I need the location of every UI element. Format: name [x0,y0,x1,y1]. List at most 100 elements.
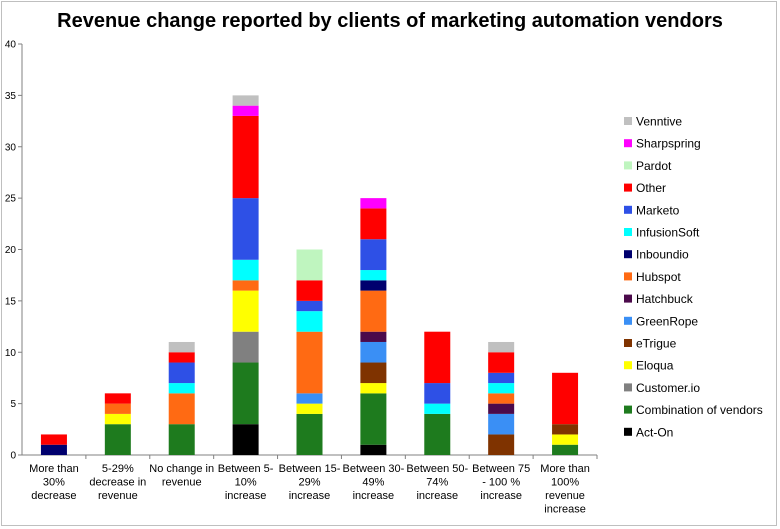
x-category-label: Between 30-49% increase [343,463,405,502]
bar-segment-marketo [488,372,515,384]
bar-segment-infusionsoft [168,383,195,394]
legend: Venntive Sharpspring Pardot Other Marketo Inf… [624,115,763,439]
bar-segment-other [232,115,259,199]
legend-swatch-etrigue [624,339,632,347]
legend-swatch-customer-io [624,383,632,392]
bar-segment-etrigue [552,424,579,435]
y-tick-label: 40 [5,40,17,51]
legend-swatch-pardot [624,161,632,170]
legend-label-customer-io: Customer.io [636,381,700,395]
legend-label-sharpspring: Sharpspring [636,137,701,151]
bar-segment-marketo [296,300,323,312]
bar-segment-act-on [360,444,387,455]
bar-segment-other [296,280,323,301]
bar-segment-other [168,352,195,363]
bar-segment-combination-of-vendors [296,413,323,455]
legend-label-infusionsoft: InfusionSoft [636,226,700,240]
x-category-label: More than 100% revenue increase [540,463,590,516]
bar-segment-combination-of-vendors [104,424,131,455]
legend-swatch-hubspot [624,272,632,281]
y-tick-label: 25 [5,194,17,205]
x-category-label: 5-29% decrease in revenue [89,463,146,502]
bar-segment-hubspot [168,393,195,425]
x-category-label: Between 50-74% increase [406,463,468,502]
bar-segment-inboundio [40,444,67,455]
bar-segment-eloqua [552,434,579,445]
x-category-label: Between 5-10% increase [218,463,274,502]
bar-segment-greenrope [360,341,387,363]
bar-segment-etrigue [488,434,515,455]
bar-segment-infusionsoft [488,383,515,394]
bar-segment-combination-of-vendors [168,424,195,455]
legend-label-inboundio: Inboundio [636,248,689,262]
legend-swatch-infusionsoft [624,228,632,236]
bar-segment-other [40,434,67,445]
bar-segment-marketo [232,198,259,260]
bar-segment-other [104,393,131,404]
bar-segment-other [424,331,451,384]
legend-label-hubspot: Hubspot [636,270,681,284]
bar-segment-eloqua [104,413,131,425]
bar-segment-infusionsoft [360,270,387,281]
x-category-label: Between 15-29% increase [279,463,341,502]
bar-segment-venntive [232,95,259,106]
bar-segment-sharpspring [232,105,259,116]
bar-segment-hatchbuck [488,403,515,414]
legend-swatch-venntive [624,117,632,125]
x-category-label: More than 30% decrease [29,463,79,502]
legend-label-hatchbuck: Hatchbuck [636,292,694,306]
bar-segment-pardot [296,249,323,281]
bar-segment-hubspot [296,331,323,394]
bar-segment-eloqua [232,290,259,332]
bar-segment-hubspot [104,403,131,414]
bar-segment-greenrope [296,393,323,404]
legend-label-marketo: Marketo [636,203,680,217]
y-tick-label: 0 [10,451,16,462]
bar-segment-venntive [168,341,195,353]
bar-segment-infusionsoft [232,259,259,281]
bar-segment-infusionsoft [296,311,323,332]
legend-swatch-other [624,183,632,192]
bar-segment-hubspot [488,393,515,404]
bar-segment-combination-of-vendors [360,393,387,445]
bar-segment-sharpspring [360,198,387,209]
legend-swatch-sharpspring [624,139,632,148]
bar-segment-combination-of-vendors [424,413,451,455]
bar-segment-customer-io [232,331,259,363]
legend-swatch-inboundio [624,250,632,259]
legend-label-etrigue: eTrigue [636,337,677,351]
bar-segment-other [360,208,387,240]
bars [40,95,579,455]
bar-segment-combination-of-vendors [232,362,259,425]
bar-segment-other [488,352,515,373]
bar-segment-hubspot [360,290,387,332]
chart-title: Revenue change reported by clients of ma… [57,10,723,32]
y-tick-label: 20 [5,245,17,256]
legend-label-act-on: Act-On [636,425,673,439]
legend-swatch-hatchbuck [624,294,632,303]
y-tick-label: 30 [5,142,17,153]
bar-segment-eloqua [360,383,387,394]
y-tick-label: 15 [5,296,17,307]
bar-segment-inboundio [360,280,387,291]
bar-segment-eloqua [296,403,323,414]
legend-label-other: Other [636,181,666,195]
x-axis-labels: More than 30% decrease 5-29% decrease in reve… [29,463,590,516]
legend-label-venntive: Venntive [636,115,682,129]
bar-segment-marketo [168,362,195,384]
legend-label-greenrope: GreenRope [636,314,698,328]
legend-swatch-act-on [624,427,632,436]
legend-label-eloqua: Eloqua [636,359,674,373]
bar-segment-venntive [488,341,515,353]
bar-segment-other [552,372,579,425]
x-category-label: Between 75- 100 % increase [472,463,530,502]
y-tick-label: 35 [5,91,17,102]
bar-segment-etrigue [360,362,387,384]
legend-swatch-combination-of-vendors [624,405,632,414]
legend-swatch-greenrope [624,316,632,325]
y-tick-label: 10 [5,348,17,359]
bar-segment-marketo [360,239,387,271]
bar-segment-hatchbuck [360,331,387,342]
